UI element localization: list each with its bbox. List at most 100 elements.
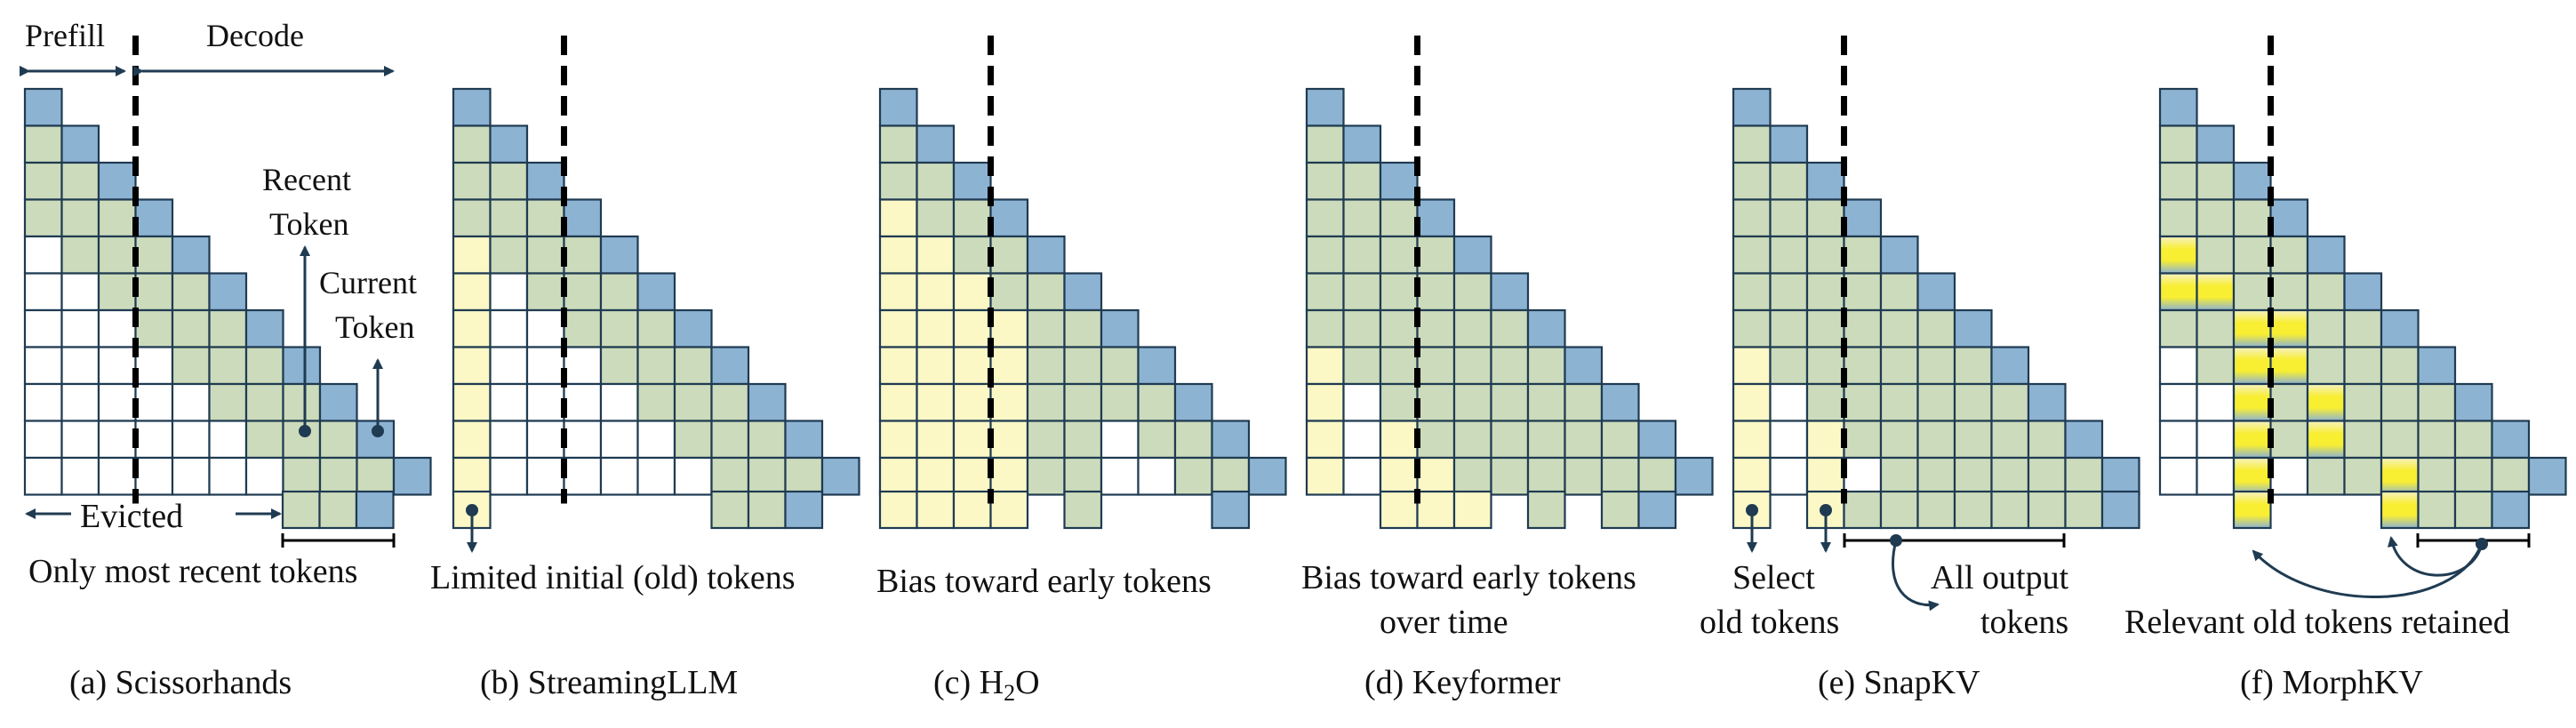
cell-d-r6-c6 bbox=[1526, 308, 1566, 348]
cell-b-r9-c1 bbox=[489, 420, 529, 460]
cell-a-r3-c3 bbox=[134, 198, 174, 238]
cell-e-r9-c0 bbox=[1732, 420, 1772, 460]
cell-e-r5-c5 bbox=[1916, 272, 1956, 312]
cell-b-r8-c0 bbox=[452, 382, 492, 422]
cell-e-r8-c4 bbox=[1879, 382, 1919, 422]
cell-e-r4-c0 bbox=[1732, 235, 1772, 275]
cell-e-r7-c4 bbox=[1879, 346, 1919, 386]
cell-e-r8-c0 bbox=[1732, 382, 1772, 422]
cell-b-r4-c1 bbox=[489, 235, 529, 275]
cell-f-r5-c3 bbox=[2269, 272, 2309, 312]
cell-e-r5-c2 bbox=[1805, 272, 1845, 312]
cell-e-r6-c0 bbox=[1732, 308, 1772, 348]
cell-d-r8-c0 bbox=[1305, 382, 1345, 422]
cell-d-r5-c4 bbox=[1452, 272, 1492, 312]
cell-b-r10-c7 bbox=[710, 456, 750, 496]
cell-f-r0-c0 bbox=[2158, 87, 2198, 127]
morphkv-window-bracket bbox=[2416, 533, 2531, 548]
cell-c-r7-c2 bbox=[952, 346, 992, 386]
cell-a-r8-c5 bbox=[208, 382, 248, 422]
cell-b-r9-c6 bbox=[673, 420, 713, 460]
cell-b-r5-c1 bbox=[489, 272, 529, 312]
evicted-label: Evicted bbox=[80, 498, 183, 535]
cell-f-r4-c4 bbox=[2306, 235, 2346, 275]
cell-b-r10-c10 bbox=[820, 456, 860, 496]
cell-d-r10-c7 bbox=[1564, 456, 1604, 496]
cell-b-r1-c0 bbox=[452, 124, 492, 164]
cell-a-r6-c3 bbox=[134, 308, 174, 348]
cell-d-r4-c0 bbox=[1305, 235, 1345, 275]
cell-d-r5-c0 bbox=[1305, 272, 1345, 312]
cell-a-r3-c1 bbox=[60, 198, 100, 238]
cell-b-r5-c5 bbox=[636, 272, 676, 312]
cell-c-r2-c0 bbox=[878, 161, 918, 201]
cell-f-r4-c0 bbox=[2158, 235, 2198, 275]
cell-e-r4-c3 bbox=[1843, 235, 1883, 275]
cell-d-r8-c7 bbox=[1564, 382, 1604, 422]
cell-b-r8-c5 bbox=[636, 382, 676, 422]
cell-e-r5-c4 bbox=[1879, 272, 1919, 312]
cell-f-r9-c0 bbox=[2158, 420, 2198, 460]
cell-b-r6-c0 bbox=[452, 308, 492, 348]
cell-b-r3-c0 bbox=[452, 198, 492, 238]
cell-a-r10-c7 bbox=[282, 456, 322, 496]
cell-d-r9-c8 bbox=[1600, 420, 1640, 460]
recent-tokens-bracket bbox=[281, 533, 396, 548]
cell-c-r8-c4 bbox=[1026, 382, 1066, 422]
cell-a-r8-c7 bbox=[282, 382, 322, 422]
cell-a-r2-c2 bbox=[97, 161, 137, 201]
panel-c-grid bbox=[878, 87, 1287, 496]
cell-f-r1-c0 bbox=[2158, 124, 2198, 164]
cell-b-r2-c1 bbox=[489, 161, 529, 201]
cell-f-r8-c5 bbox=[2343, 382, 2383, 422]
cell-c-r10-c5 bbox=[1063, 456, 1103, 496]
prefill-label: Prefill bbox=[25, 18, 105, 53]
cell-a-r7-c7 bbox=[282, 346, 322, 386]
cell-f-r4-c1 bbox=[2196, 235, 2236, 275]
cell-e-r8-c8 bbox=[2027, 382, 2067, 422]
cell-a-r3-c0 bbox=[23, 198, 63, 238]
cell-b-r5-c3 bbox=[563, 272, 603, 312]
cell-a-r1-c0 bbox=[23, 124, 63, 164]
cell-b-r7-c0 bbox=[452, 346, 492, 386]
cell-d-r1-c0 bbox=[1305, 124, 1345, 164]
cell-c-r8-c3 bbox=[989, 382, 1029, 422]
cell-f-r9-c4 bbox=[2306, 420, 2346, 460]
cell-d-r6-c2 bbox=[1379, 308, 1419, 348]
cell-c-r10-c0 bbox=[878, 456, 918, 496]
panel-e-retained-row bbox=[1732, 490, 2140, 530]
cell-b-r6-c1 bbox=[489, 308, 529, 348]
cell-e-r7-c6 bbox=[1953, 346, 1993, 386]
cell-d-r8-c1 bbox=[1342, 382, 1382, 422]
caption-c-tail: O bbox=[1015, 664, 1039, 701]
cell-b-r9-c4 bbox=[599, 420, 639, 460]
cell-c-r1-c1 bbox=[916, 124, 956, 164]
cell-c-r9-c7 bbox=[1137, 420, 1177, 460]
cell-b-r2-c0 bbox=[452, 161, 492, 201]
cell-f-r9-c5 bbox=[2343, 420, 2383, 460]
retained-token-d-8 bbox=[1600, 490, 1640, 530]
cell-e-r8-c5 bbox=[1916, 382, 1956, 422]
cell-b-r8-c7 bbox=[710, 382, 750, 422]
cell-d-r5-c3 bbox=[1416, 272, 1456, 312]
cell-a-r9-c8 bbox=[318, 420, 358, 460]
cell-d-r7-c5 bbox=[1490, 346, 1530, 386]
cell-c-r5-c5 bbox=[1063, 272, 1103, 312]
desc-f: Relevant old tokens retained bbox=[2124, 604, 2510, 641]
cell-f-r5-c4 bbox=[2306, 272, 2346, 312]
cell-f-r6-c0 bbox=[2158, 308, 2198, 348]
cell-d-r4-c2 bbox=[1379, 235, 1419, 275]
cell-d-r6-c3 bbox=[1416, 308, 1456, 348]
cell-e-r10-c1 bbox=[1769, 456, 1809, 496]
cell-b-r7-c2 bbox=[525, 346, 565, 386]
cell-c-r6-c3 bbox=[989, 308, 1029, 348]
cell-f-r7-c2 bbox=[2232, 346, 2272, 386]
cell-f-r7-c1 bbox=[2196, 346, 2236, 386]
retained-token-a-1 bbox=[318, 490, 358, 530]
cell-d-r2-c0 bbox=[1305, 161, 1345, 201]
cell-e-r9-c1 bbox=[1769, 420, 1809, 460]
desc-d-line1: Bias toward early tokens bbox=[1301, 559, 1636, 596]
cell-f-r9-c8 bbox=[2453, 420, 2493, 460]
cell-a-r10-c2 bbox=[97, 456, 137, 496]
panel-d-retained-row bbox=[1379, 490, 1677, 530]
